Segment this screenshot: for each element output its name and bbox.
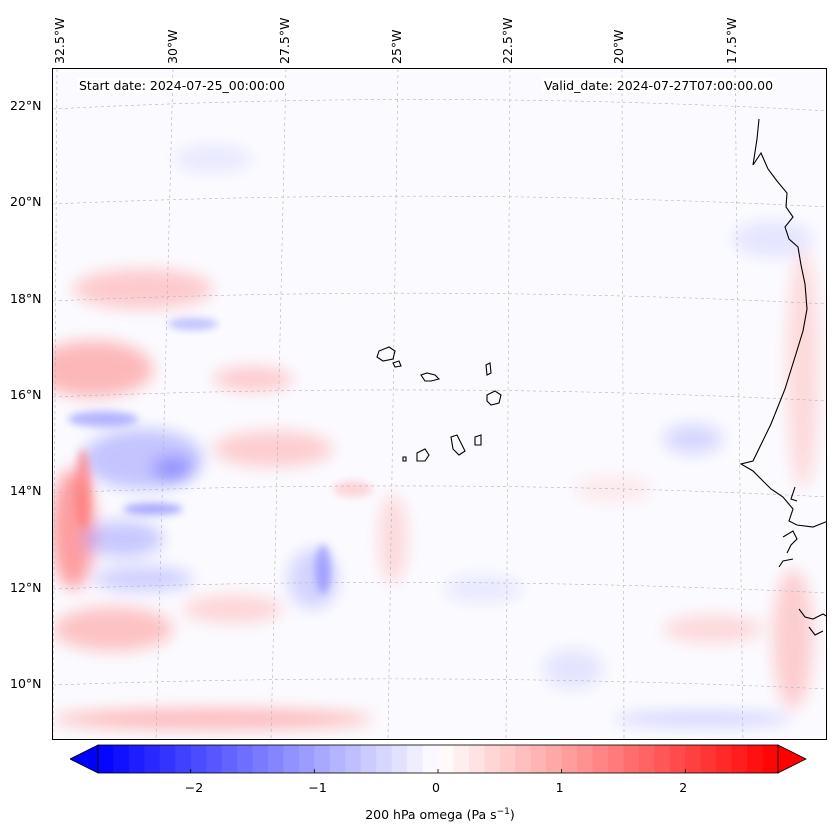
latitude-label: 20°N bbox=[10, 194, 42, 209]
colorbar-tick-label: 2 bbox=[679, 780, 688, 795]
colorbar-extend-low bbox=[70, 744, 99, 774]
latitude-label: 18°N bbox=[10, 291, 42, 306]
colorbar-segment bbox=[747, 745, 764, 773]
latitude-label: 12°N bbox=[10, 580, 42, 595]
colorbar-segment bbox=[438, 745, 455, 773]
colorbar-segment bbox=[376, 745, 393, 773]
coastline bbox=[376, 118, 826, 636]
colorbar-segment bbox=[314, 745, 331, 773]
colorbar-extend-high bbox=[777, 744, 807, 774]
cabo-verde-sao-nicolau bbox=[420, 372, 441, 382]
latitude-label: 10°N bbox=[10, 676, 42, 691]
longitude-label: 22.5°W bbox=[500, 17, 515, 64]
graticule bbox=[53, 69, 826, 739]
map-panel bbox=[52, 68, 827, 740]
colorbar-segment bbox=[407, 745, 424, 773]
longitude-label: 17.5°W bbox=[724, 17, 739, 64]
colorbar-tick-label: 1 bbox=[555, 780, 564, 795]
colorbar-segment bbox=[762, 745, 779, 773]
colorbar-segment bbox=[638, 745, 655, 773]
colorbar-tick-label: −1 bbox=[308, 780, 327, 795]
valid-date-label: Valid_date: 2024-07-27T07:00:00.00 bbox=[542, 78, 776, 93]
colorbar-segment bbox=[329, 745, 346, 773]
cabo-verde-sal bbox=[485, 362, 492, 376]
colorbar-segment bbox=[515, 745, 532, 773]
colorbar-title-end: ) bbox=[509, 807, 515, 823]
colorbar-segment bbox=[175, 745, 192, 773]
omega-field-shading bbox=[53, 145, 819, 729]
cabo-verde-brava bbox=[402, 456, 407, 462]
colorbar-segment bbox=[499, 745, 516, 773]
latitude-label: 22°N bbox=[10, 98, 42, 113]
colorbar-segment bbox=[360, 745, 377, 773]
colorbar-segment bbox=[252, 745, 269, 773]
colorbar-segment bbox=[654, 745, 671, 773]
colorbar-segment bbox=[731, 745, 748, 773]
latitude-label: 16°N bbox=[10, 387, 42, 402]
colorbar-segment bbox=[592, 745, 609, 773]
colorbar-segment bbox=[669, 745, 686, 773]
colorbar-segment bbox=[700, 745, 717, 773]
cabo-verde-fogo bbox=[416, 448, 430, 462]
colorbar-segment bbox=[530, 745, 547, 773]
colorbar-segment bbox=[716, 745, 733, 773]
colorbar-segment bbox=[345, 745, 362, 773]
colorbar-segment bbox=[608, 745, 625, 773]
colorbar-segment bbox=[468, 745, 485, 773]
colorbar-segment bbox=[298, 745, 315, 773]
colorbar-segment bbox=[113, 745, 130, 773]
colorbar-segment bbox=[577, 745, 594, 773]
colorbar-segment bbox=[128, 745, 145, 773]
cabo-verde-santo-antao bbox=[376, 346, 396, 362]
colorbar-tick-label: −2 bbox=[184, 780, 204, 795]
colorbar-segment bbox=[221, 745, 238, 773]
colorbar-segment bbox=[484, 745, 501, 773]
colorbar-segment bbox=[98, 745, 115, 773]
colorbar-segment bbox=[561, 745, 578, 773]
cabo-verde-sao-vicente bbox=[392, 360, 402, 368]
longitude-label: 27.5°W bbox=[277, 17, 292, 64]
colorbar-segment bbox=[206, 745, 223, 773]
cabo-verde-boa-vista bbox=[486, 390, 502, 406]
colorbar-segment bbox=[546, 745, 563, 773]
omega-field-map bbox=[53, 69, 826, 739]
colorbar-title-exponent: −1 bbox=[496, 807, 510, 817]
colorbar-segment bbox=[144, 745, 161, 773]
colorbar-segment bbox=[283, 745, 300, 773]
colorbar-segment bbox=[268, 745, 285, 773]
cabo-verde-maio bbox=[474, 434, 482, 446]
longitude-label: 20°W bbox=[611, 29, 626, 64]
cabo-verde-santiago bbox=[450, 434, 466, 456]
colorbar-tick-label: 0 bbox=[432, 780, 440, 795]
colorbar-title: 200 hPa omega (Pa s−1) bbox=[0, 807, 837, 822]
colorbar-segment bbox=[391, 745, 408, 773]
start-date-label: Start date: 2024-07-25_00:00:00 bbox=[77, 78, 287, 93]
colorbar-segment bbox=[422, 745, 439, 773]
latitude-label: 14°N bbox=[10, 483, 42, 498]
longitude-label: 32.5°W bbox=[52, 17, 67, 64]
colorbar-segment bbox=[237, 745, 254, 773]
longitude-label: 25°W bbox=[389, 29, 404, 64]
colorbar bbox=[70, 744, 807, 774]
colorbar-segment bbox=[453, 745, 470, 773]
colorbar-title-text: 200 hPa omega (Pa s bbox=[365, 807, 497, 823]
colorbar-segment bbox=[190, 745, 207, 773]
longitude-label: 30°W bbox=[165, 29, 180, 64]
africa-coast bbox=[739, 118, 826, 528]
colorbar-segment bbox=[685, 745, 702, 773]
colorbar-segment bbox=[159, 745, 176, 773]
colorbar-segment bbox=[623, 745, 640, 773]
